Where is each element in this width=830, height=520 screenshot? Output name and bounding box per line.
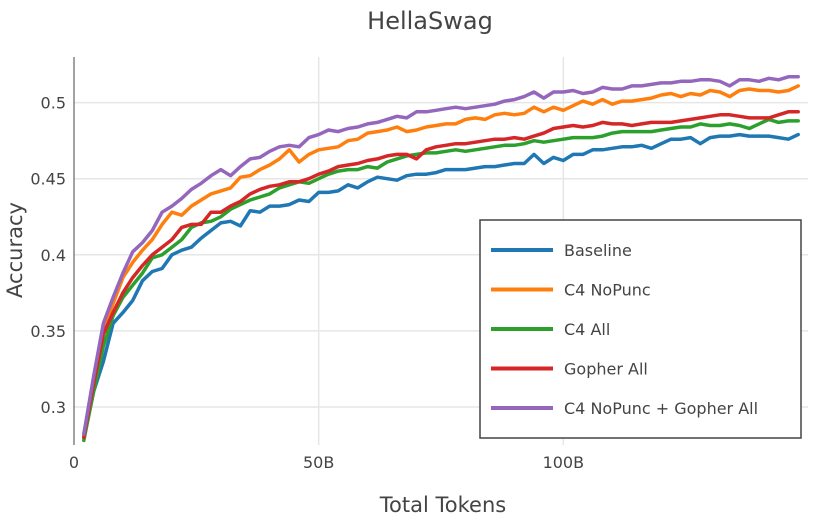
x-tick-label: 100B	[543, 453, 585, 472]
legend-item-baseline[interactable]: Baseline	[491, 241, 632, 260]
legend-label: C4 NoPunc + Gopher All	[564, 399, 758, 418]
legend-label: C4 All	[564, 320, 610, 339]
legend-label: Gopher All	[564, 360, 648, 379]
series-line-c4-nopunc	[82, 84, 800, 437]
y-axis-title: Accuracy	[3, 202, 27, 298]
chart-title: HellaSwag	[367, 7, 493, 35]
y-tick-label: 0.35	[30, 322, 66, 341]
series-line-c4-nopunc-gopher-all	[82, 75, 800, 437]
legend-item-c4-nopunc[interactable]: C4 NoPunc	[491, 281, 651, 300]
legend-item-gopher-all[interactable]: Gopher All	[491, 360, 648, 379]
x-tick-labels: 0 50B 100B	[69, 453, 584, 472]
y-tick-label: 0.45	[30, 170, 66, 189]
legend[interactable]: Baseline C4 NoPunc C4 All Gopher All C4 NoPu…	[479, 219, 802, 439]
x-axis-title: Total Tokens	[379, 493, 506, 517]
series-line-gopher-all	[82, 110, 800, 440]
x-tick-label: 0	[69, 453, 79, 472]
legend-label: C4 NoPunc	[564, 281, 651, 300]
legend-label: Baseline	[564, 241, 632, 260]
y-tick-labels: 0.3 0.35 0.4 0.45 0.5	[30, 94, 66, 417]
x-tick-label: 50B	[303, 453, 334, 472]
y-tick-label: 0.5	[41, 94, 66, 113]
legend-item-c4-nopunc-gopher-all[interactable]: C4 NoPunc + Gopher All	[491, 399, 758, 418]
legend-item-c4-all[interactable]: C4 All	[491, 320, 610, 339]
y-tick-label: 0.3	[41, 398, 66, 417]
series-line-baseline	[82, 132, 800, 440]
series-lines	[82, 75, 800, 443]
y-tick-label: 0.4	[41, 246, 66, 265]
